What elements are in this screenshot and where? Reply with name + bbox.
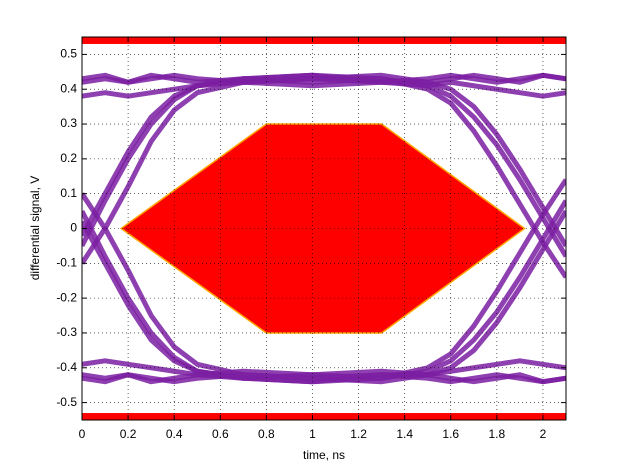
eye-trace [82, 358, 566, 378]
eye-trace [82, 178, 566, 385]
x-tick-label: 0.2 [120, 427, 137, 441]
x-tick-label: 0.8 [258, 427, 275, 441]
x-axis-label: time, ns [303, 448, 345, 462]
y-tick-label: -0.1 [56, 255, 77, 269]
mask-band [82, 37, 566, 44]
eye-trace [82, 209, 566, 381]
plot-frame [81, 36, 567, 421]
x-tick-label: 0 [79, 427, 86, 441]
x-tick-label: 1.2 [350, 427, 367, 441]
y-tick-label: 0.4 [60, 81, 77, 95]
y-axis-label: differential signal, V [28, 176, 42, 281]
y-tick-label: 0.5 [60, 47, 77, 61]
y-tick-label: -0.4 [56, 360, 77, 374]
y-tick-label: 0.2 [60, 151, 77, 165]
eye-trace [82, 72, 566, 279]
mask-band [82, 413, 566, 420]
y-tick-label: 0.1 [60, 186, 77, 200]
x-tick-label: 0.6 [212, 427, 229, 441]
x-tick-label: 1.8 [489, 427, 506, 441]
x-tick-label: 2 [540, 427, 547, 441]
x-tick-label: 1.6 [442, 427, 459, 441]
y-tick-label: -0.5 [56, 395, 77, 409]
y-tick-label: 0.3 [60, 116, 77, 130]
eye-trace [82, 79, 566, 99]
x-tick-label: 1 [309, 427, 316, 441]
y-tick-label: 0 [70, 221, 77, 235]
x-tick-label: 0.4 [166, 427, 183, 441]
y-tick-label: -0.3 [56, 325, 77, 339]
y-tick-label: -0.2 [56, 290, 77, 304]
eye-trace [82, 76, 566, 248]
x-tick-label: 1.4 [396, 427, 413, 441]
